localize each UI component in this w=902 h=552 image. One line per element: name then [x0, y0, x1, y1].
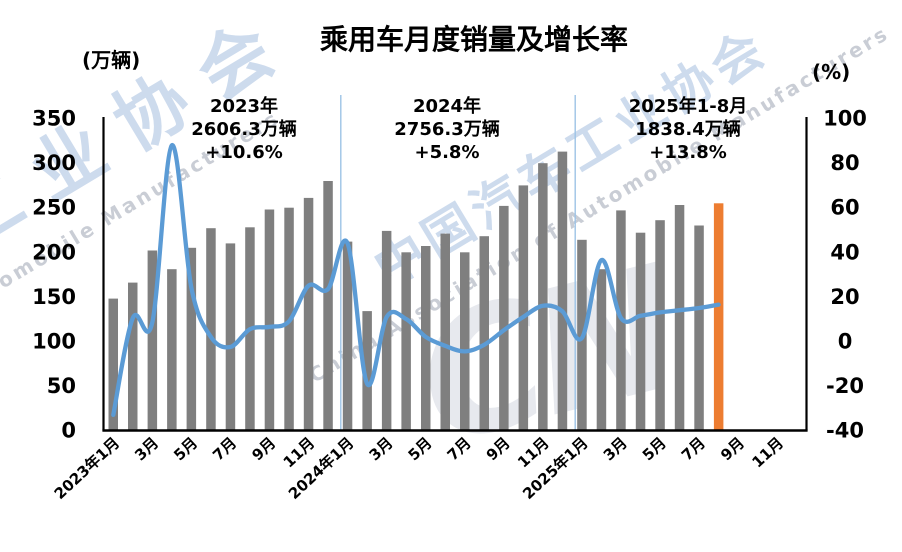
x-axis-tick-label: 9月	[248, 434, 279, 465]
sales-bar	[479, 236, 489, 431]
left-axis-tick-label: 0	[61, 419, 76, 443]
left-axis-unit-label: (万辆)	[82, 48, 141, 72]
sales-bar	[635, 232, 646, 431]
x-axis-tick-label: 5月	[405, 434, 436, 465]
left-axis-tick-label: 200	[32, 240, 76, 264]
sales-bar	[655, 220, 665, 431]
x-axis-tick-label: 3月	[366, 434, 397, 465]
x-axis-tick-label: 7月	[209, 434, 240, 465]
x-axis-tick-label: 3月	[600, 434, 631, 465]
right-axis-tick-label: 100	[823, 107, 867, 131]
right-axis-tick-label: 20	[830, 285, 859, 309]
sales-bar	[440, 233, 450, 431]
right-axis-unit-label: (%)	[812, 60, 851, 84]
sales-bar	[557, 151, 568, 431]
sales-bar-current-month	[713, 203, 724, 431]
sales-bar	[401, 252, 411, 431]
right-axis-tick-label: -20	[826, 374, 864, 398]
sales-bar	[518, 185, 529, 431]
sales-bar	[303, 197, 314, 431]
growth-rate-line-series	[111, 143, 721, 418]
left-axis-tick-label: 350	[32, 107, 76, 131]
sales-bar	[674, 205, 685, 431]
sales-bar	[147, 250, 158, 431]
sales-bar	[167, 269, 177, 431]
right-axis-tick-label: 0	[838, 329, 853, 353]
left-axis-tick-label: 100	[32, 329, 76, 353]
annotation-total: 1838.4万辆	[635, 119, 741, 140]
sales-bar	[538, 163, 548, 431]
sales-bar	[499, 205, 509, 431]
annotation-2024-summary: 2024年 2756.3万辆 +5.8%	[394, 95, 499, 164]
sales-bar	[362, 311, 372, 431]
annotation-growth: +13.8%	[649, 142, 727, 163]
sales-bar	[206, 228, 216, 431]
sales-bar	[128, 282, 138, 431]
sales-bar	[596, 269, 607, 431]
annotation-year: 2025年1-8月	[628, 96, 748, 117]
right-axis-tick-label: 60	[830, 196, 859, 220]
annotation-total: 2756.3万辆	[394, 119, 500, 140]
right-axis-tick-label: 80	[830, 151, 859, 175]
sales-bar	[264, 209, 275, 431]
x-axis-tick-label: 5月	[639, 434, 670, 465]
x-axis-tick-label: 2023年1月	[51, 434, 123, 503]
x-axis-tick-label: 5月	[170, 434, 201, 465]
annotation-year: 2024年	[412, 96, 482, 117]
annotation-growth: +10.6%	[205, 142, 283, 163]
sales-bar	[342, 241, 353, 431]
annotation-2023-summary: 2023年 2606.3万辆 +10.6%	[191, 95, 296, 164]
right-axis-tick-label: 40	[830, 240, 859, 264]
sales-bar	[225, 243, 236, 431]
x-axis-tick-label: 11月	[748, 434, 787, 472]
x-axis-tick-label: 9月	[717, 434, 748, 465]
annotation-total: 2606.3万辆	[191, 119, 297, 140]
annotation-year: 2023年	[209, 96, 279, 117]
left-axis-tick-label: 150	[32, 285, 76, 309]
left-axis-tick-label: 250	[32, 196, 76, 220]
x-axis-tick-label: 9月	[483, 434, 514, 465]
right-axis-tick-label: -40	[826, 419, 864, 443]
annotation-2025-summary: 2025年1-8月 1838.4万辆 +13.8%	[629, 95, 748, 164]
annotation-growth: +5.8%	[414, 142, 480, 163]
x-axis-tick-label: 7月	[678, 434, 709, 465]
x-axis-tick-label: 7月	[444, 434, 475, 465]
sales-bar	[323, 181, 333, 431]
sales-bar	[381, 230, 392, 431]
left-axis-tick-label: 50	[47, 374, 76, 398]
left-axis-tick-label: 300	[32, 151, 76, 175]
chart-title: 乘用车月度销量及增长率	[319, 23, 629, 56]
sales-bar	[460, 252, 470, 431]
sales-bar	[186, 247, 197, 431]
x-axis-tick-label: 3月	[131, 434, 162, 465]
sales-bar	[108, 298, 118, 431]
sales-bar	[694, 225, 704, 431]
